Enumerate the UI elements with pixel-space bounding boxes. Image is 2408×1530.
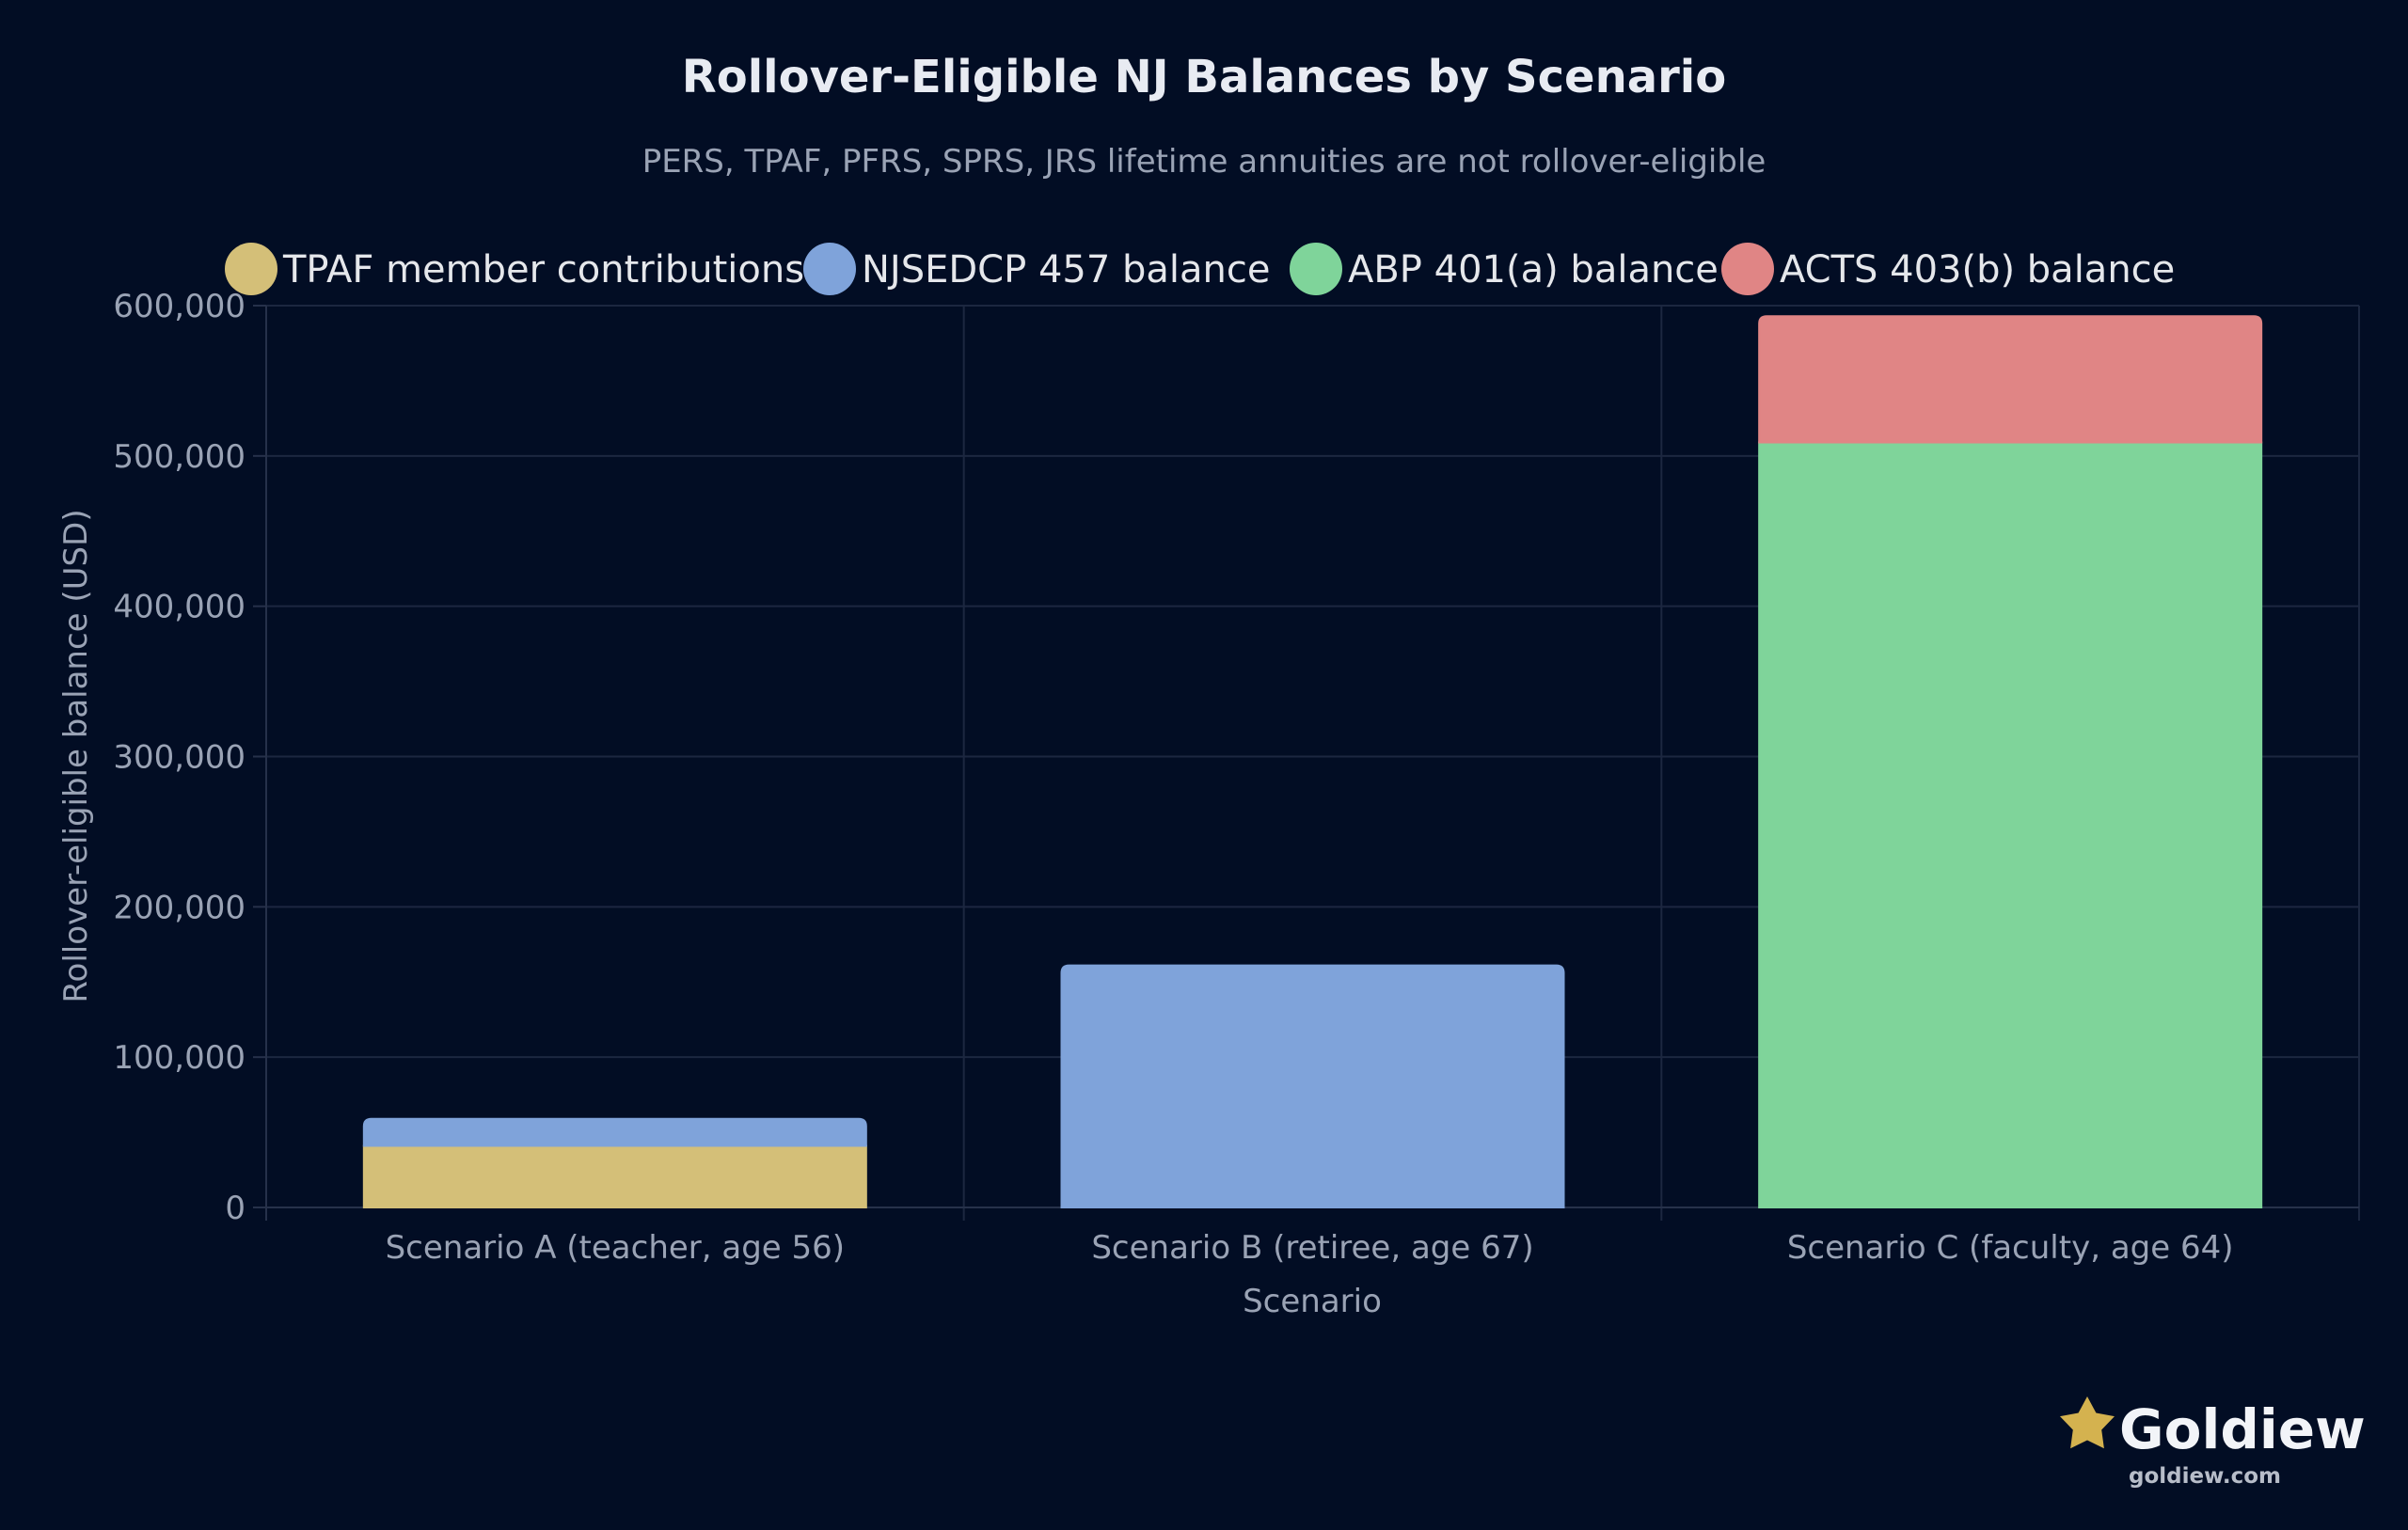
legend-swatch bbox=[803, 243, 856, 295]
brand-url: goldiew.com bbox=[2129, 1464, 2281, 1489]
y-tick-label: 200,000 bbox=[113, 889, 246, 926]
legend-label: ACTS 403(b) balance bbox=[1780, 248, 2175, 292]
y-tick-label: 600,000 bbox=[113, 288, 246, 325]
bar-segment-njsedcp-457-balance bbox=[362, 1117, 867, 1147]
x-axis-title: Scenario bbox=[1243, 1283, 1382, 1320]
bar-segment-njsedcp-457-balance bbox=[1060, 964, 1565, 1208]
legend-label: NJSEDCP 457 balance bbox=[862, 248, 1271, 292]
y-axis-ticks: 0 100,000 200,000 300,000 400,000 500,000 600,… bbox=[113, 288, 266, 1227]
legend-item-abp-401-a-balance: ABP 401(a) balance bbox=[1290, 243, 1719, 295]
chart-title: Rollover-Eligible NJ Balances by Scenari… bbox=[682, 51, 1726, 103]
brand-logo: Goldiew goldiew.com bbox=[2060, 1396, 2366, 1489]
y-tick-label: 100,000 bbox=[113, 1039, 246, 1077]
legend-item-acts-403-b-balance: ACTS 403(b) balance bbox=[1721, 243, 2175, 295]
y-tick-label: 0 bbox=[225, 1190, 246, 1227]
legend-label: ABP 401(a) balance bbox=[1348, 248, 1719, 292]
bar-segment-tpaf-member-contributions bbox=[362, 1144, 867, 1209]
legend: TPAF member contributions NJSEDCP 457 bal… bbox=[225, 243, 2175, 295]
x-tick-label: Scenario A (teacher, age 56) bbox=[386, 1229, 845, 1267]
legend-swatch bbox=[1721, 243, 1774, 295]
y-tick-label: 500,000 bbox=[113, 438, 246, 476]
legend-item-tpaf-member-contributions: TPAF member contributions bbox=[225, 243, 804, 295]
legend-swatch bbox=[225, 243, 277, 295]
x-tick-label: Scenario C (faculty, age 64) bbox=[1787, 1229, 2234, 1267]
y-axis-title: Rollover-eligible balance (USD) bbox=[57, 509, 95, 1002]
star-icon bbox=[2060, 1396, 2115, 1449]
x-axis-ticks: Scenario A (teacher, age 56) Scenario B (… bbox=[386, 1229, 2234, 1267]
legend-label: TPAF member contributions bbox=[282, 248, 804, 292]
legend-swatch bbox=[1290, 243, 1342, 295]
y-tick-label: 400,000 bbox=[113, 589, 246, 626]
chart-subtitle: PERS, TPAF, PFRS, SPRS, JRS lifetime ann… bbox=[642, 143, 1766, 181]
legend-item-njsedcp-457-balance: NJSEDCP 457 balance bbox=[803, 243, 1271, 295]
bars bbox=[362, 315, 2263, 1209]
y-tick-label: 300,000 bbox=[113, 739, 246, 777]
bar-segment-acts-403-b-balance bbox=[1758, 315, 2263, 444]
brand-name: Goldiew bbox=[2119, 1397, 2366, 1461]
bar-segment-abp-401-a-balance bbox=[1758, 441, 2263, 1209]
x-tick-label: Scenario B (retiree, age 67) bbox=[1091, 1229, 1533, 1267]
